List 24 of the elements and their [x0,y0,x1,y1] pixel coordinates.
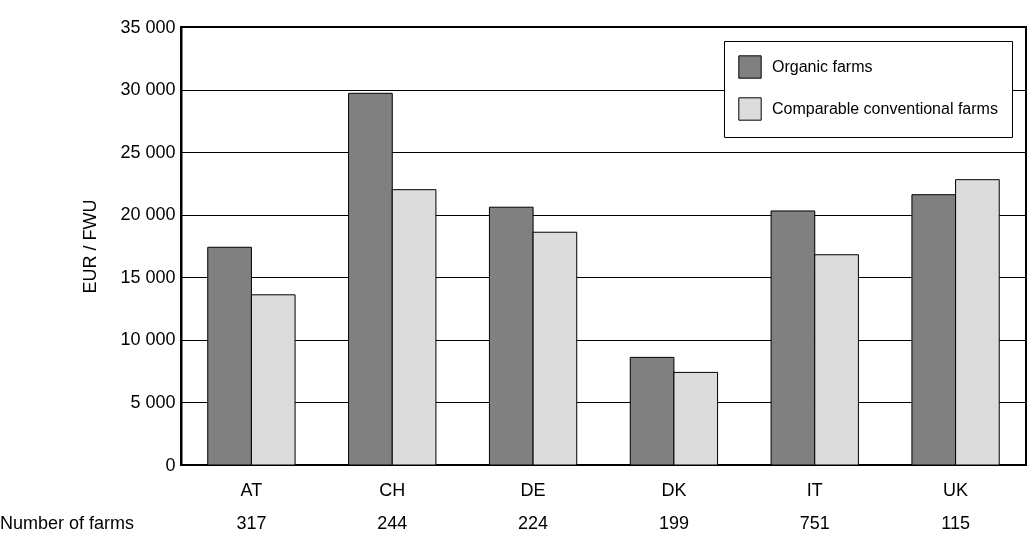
text: 317 [236,513,267,533]
x-tick-label: CH [379,479,406,500]
text: 751 [799,513,830,533]
y-tick-label: 15 000 [120,266,176,287]
legend-label: Comparable conventional farms [772,100,998,117]
x-tick-label: DK [661,479,687,500]
text: 244 [377,513,408,533]
text: 115 [941,513,970,533]
y-tick-label: 25 000 [120,141,176,162]
y-tick-label: 5 000 [130,391,176,412]
text: 224 [518,513,549,533]
legend-label: Organic farms [772,58,873,75]
x-tick-label: DE [520,479,546,500]
x-tick-label: IT [806,479,823,500]
text: 199 [658,513,689,533]
text: Number of farms [0,513,135,533]
y-tick-label: 30 000 [120,79,176,100]
x-tick-label: AT [240,479,263,500]
y-tick-label: 35 000 [120,16,176,37]
y-tick-label: 0 [165,454,176,475]
y-tick-label: 20 000 [120,204,176,225]
y-tick-label: 10 000 [120,329,176,350]
x-tick-label: UK [943,479,969,500]
y-axis-title: EUR / FWU [80,199,101,294]
